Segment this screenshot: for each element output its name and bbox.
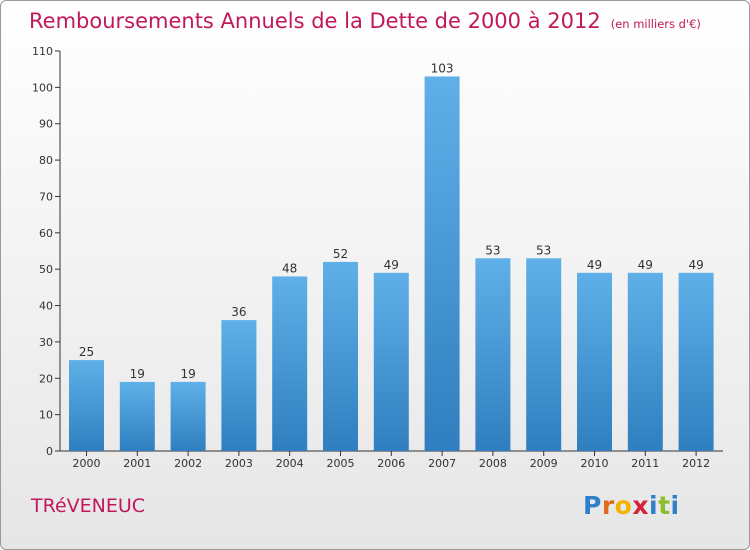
bar-2005 — [323, 261, 358, 451]
data-label-2007: 103 — [431, 61, 454, 75]
chart-title: Remboursements Annuels de la Dette de 20… — [29, 9, 701, 33]
bar-2002 — [170, 381, 206, 451]
bar-2006 — [373, 272, 409, 451]
proxiti-logo: Proxiti — [583, 491, 680, 520]
logo-letter: r — [601, 491, 615, 520]
unit-note: (en milliers d'€) — [610, 17, 701, 31]
y-tick-label: 80 — [39, 154, 53, 167]
data-label-2009: 53 — [536, 243, 551, 257]
data-labels: 25 19 19 36 48 52 49 103 53 53 49 49 49 — [79, 61, 704, 380]
x-tick-label-2002: 2002 — [174, 457, 202, 470]
y-tick-label: 10 — [39, 409, 53, 422]
x-tick-label-2007: 2007 — [428, 457, 456, 470]
x-tick-label-2011: 2011 — [631, 457, 659, 470]
y-axis: 0 10 20 30 40 50 60 70 80 90 100 110 — [32, 45, 61, 458]
y-tick-label: 50 — [39, 263, 53, 276]
x-tick-label-2000: 2000 — [73, 457, 101, 470]
commune-name: TRéVENEUC — [31, 495, 146, 517]
bars — [69, 76, 714, 452]
logo-letter: i — [670, 491, 680, 520]
x-axis: 2000 2001 2002 2003 2004 2005 2006 2007 2008 2009… — [60, 450, 723, 470]
y-tick-label: 20 — [39, 372, 53, 385]
data-label-2012: 49 — [688, 258, 703, 272]
bar-2012 — [678, 272, 714, 451]
bar-2004 — [272, 276, 308, 451]
bar-2003 — [221, 320, 257, 451]
y-tick-label: 100 — [32, 81, 53, 94]
x-tick-label-2006: 2006 — [377, 457, 405, 470]
x-tick-label-2005: 2005 — [327, 457, 355, 470]
bar-2008 — [475, 258, 511, 451]
data-label-2000: 25 — [79, 345, 94, 359]
y-tick-label: 90 — [39, 118, 53, 131]
data-label-2001: 19 — [130, 367, 145, 381]
y-tick-label: 40 — [39, 300, 53, 313]
x-tick-label-2012: 2012 — [682, 457, 710, 470]
data-label-2008: 53 — [485, 243, 500, 257]
bar-2000 — [69, 360, 104, 451]
data-label-2004: 48 — [282, 261, 297, 275]
y-tick-label: 110 — [32, 45, 53, 58]
bar-2009 — [526, 258, 562, 451]
data-label-2002: 19 — [180, 367, 195, 381]
y-tick-label: 30 — [39, 336, 53, 349]
data-label-2003: 36 — [231, 305, 246, 319]
logo-letter: o — [614, 491, 633, 520]
data-label-2006: 49 — [384, 258, 399, 272]
data-label-2005: 52 — [333, 247, 348, 261]
bar-2010 — [577, 272, 612, 451]
data-label-2010: 49 — [587, 258, 602, 272]
x-tick-label-2004: 2004 — [276, 457, 304, 470]
bar-2001 — [119, 381, 155, 451]
chart-title-text: Remboursements Annuels de la Dette de 20… — [29, 9, 601, 33]
logo-letter: i — [649, 491, 659, 520]
x-tick-label-2010: 2010 — [581, 457, 609, 470]
bar-2011 — [627, 272, 663, 451]
logo-letter: t — [658, 491, 671, 520]
x-tick-label-2003: 2003 — [225, 457, 253, 470]
x-tick-label-2001: 2001 — [123, 457, 151, 470]
logo-letter: P — [583, 491, 602, 520]
logo-letter: x — [632, 491, 649, 520]
y-tick-label: 60 — [39, 227, 53, 240]
bar-2007 — [424, 76, 460, 452]
x-tick-label-2008: 2008 — [479, 457, 507, 470]
y-tick-label: 70 — [39, 190, 53, 203]
x-tick-label-2009: 2009 — [530, 457, 558, 470]
y-tick-label: 0 — [46, 445, 53, 458]
data-label-2011: 49 — [638, 258, 653, 272]
